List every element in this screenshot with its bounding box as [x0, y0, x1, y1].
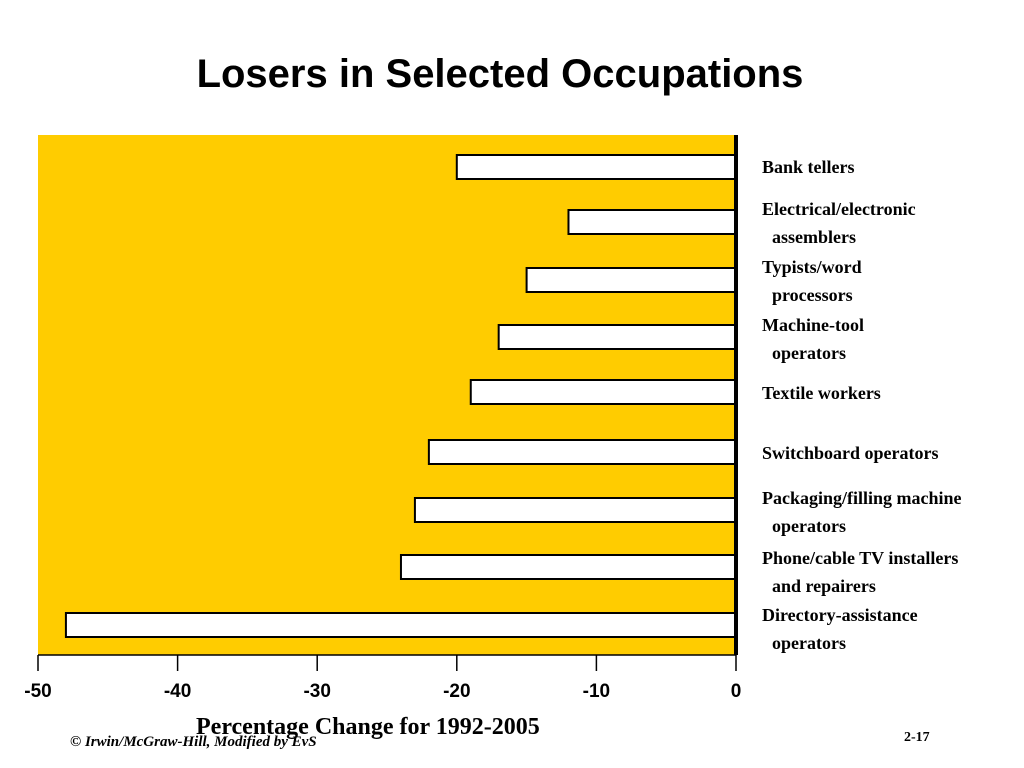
- category-label-line: Textile workers: [762, 383, 881, 403]
- bar: [399, 554, 737, 580]
- category-label-line: and repairers: [772, 576, 876, 596]
- bar: [427, 439, 737, 465]
- category-label: Textile workers: [762, 379, 881, 407]
- bar: [567, 209, 737, 235]
- category-label-line: processors: [772, 285, 853, 305]
- page-number: 2-17: [904, 730, 930, 745]
- x-tick-label: -10: [583, 681, 610, 702]
- x-tick-label: -50: [24, 681, 51, 702]
- category-label: Directory-assistance operators: [762, 601, 918, 657]
- x-tick-label: 0: [731, 681, 742, 702]
- category-label-line: Machine-tool: [762, 315, 864, 335]
- bar: [525, 267, 737, 293]
- x-tick-label: -40: [164, 681, 191, 702]
- bar: [469, 379, 737, 405]
- category-label: Typists/word processors: [762, 253, 862, 309]
- category-label: Switchboard operators: [762, 439, 939, 467]
- bar: [455, 154, 737, 180]
- bar: [497, 324, 737, 350]
- copyright-footer: © Irwin/McGraw-Hill, Modified by EvS: [70, 734, 317, 750]
- category-label-line: operators: [772, 633, 846, 653]
- category-label-line: Phone/cable TV installers: [762, 548, 959, 568]
- x-tick-label: -20: [443, 681, 470, 702]
- category-label: Packaging/filling machine operators: [762, 484, 962, 540]
- chart-title: Losers in Selected Occupations: [196, 52, 804, 96]
- category-label-line: Typists/word: [762, 257, 862, 277]
- category-label-line: Switchboard operators: [762, 443, 939, 463]
- category-label: Bank tellers: [762, 153, 855, 181]
- category-label-line: Packaging/filling machine: [762, 488, 962, 508]
- category-label-line: Electrical/electronic: [762, 199, 916, 219]
- x-tick-label: -30: [303, 681, 330, 702]
- category-label: Machine-tool operators: [762, 311, 864, 367]
- category-label-line: assemblers: [772, 227, 856, 247]
- bar: [413, 497, 737, 523]
- category-label: Electrical/electronic assemblers: [762, 195, 916, 251]
- category-label-line: Bank tellers: [762, 157, 855, 177]
- x-axis-label: Percentage Change for 1992-2005: [196, 714, 540, 740]
- category-label-line: operators: [772, 516, 846, 536]
- category-label-line: operators: [772, 343, 846, 363]
- category-label-line: Directory-assistance: [762, 605, 918, 625]
- bar: [64, 612, 738, 638]
- category-label: Phone/cable TV installers and repairers: [762, 544, 958, 600]
